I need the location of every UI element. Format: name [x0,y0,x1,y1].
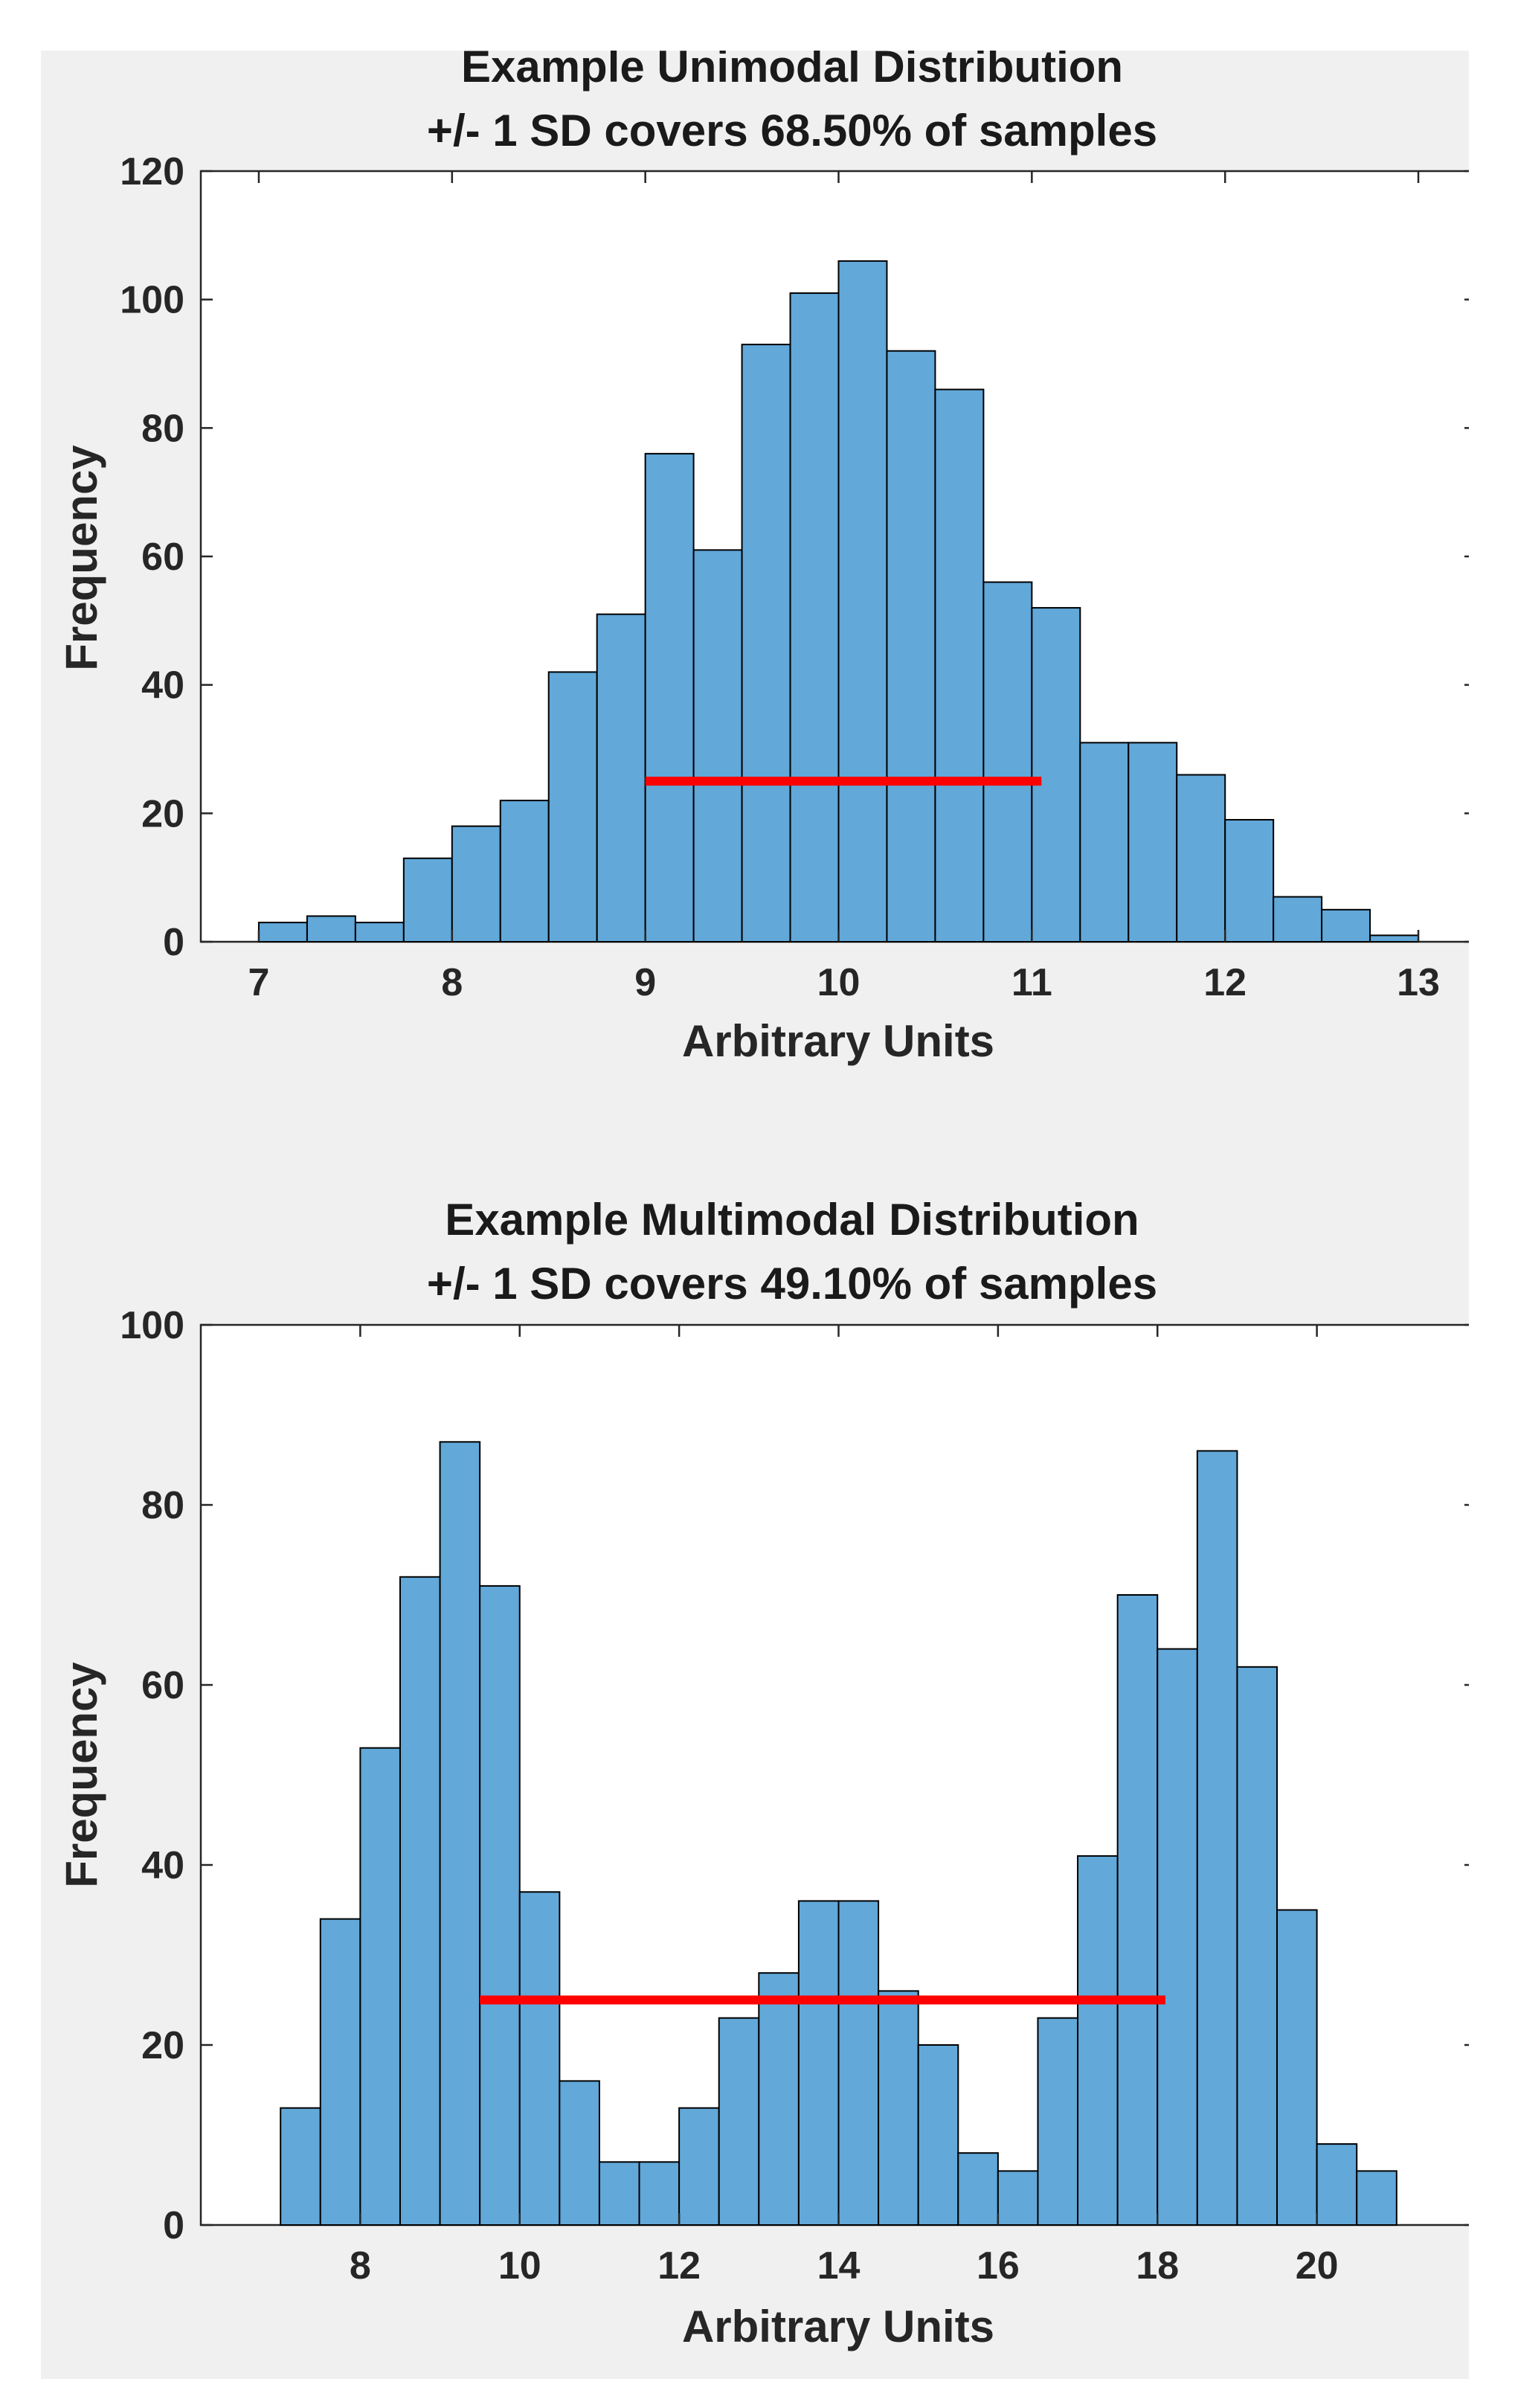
y-tick-label: 100 [120,279,184,322]
x-axis-ticks: 7 8 9 10 11 12 13 [248,171,1440,1004]
y-tick-label: 40 [141,664,184,707]
chart-title: Example Multimodal Distribution [445,1195,1139,1245]
y-tick-label: 20 [141,792,184,835]
x-tick-label: 12 [657,2244,701,2287]
y-axis-ticks: 0 20 40 60 80 100 [120,1304,1469,2247]
x-tick-label: 16 [977,2244,1020,2287]
x-tick-label: 9 [634,961,656,1004]
histogram-bar [644,452,695,943]
histogram-bar [718,2017,760,2226]
chart-title: Example Unimodal Distribution [461,51,1123,91]
histogram-bar [399,1576,441,2226]
y-tick-label: 0 [163,921,184,964]
histogram-bar [559,2080,600,2226]
histogram-bar [1356,2170,1397,2226]
y-tick-label: 60 [141,536,184,579]
histogram-bar [997,2170,1039,2226]
x-tick-label: 8 [350,2244,371,2287]
histogram-bar [1176,774,1226,943]
histogram-bar [1037,2017,1079,2226]
y-axis-label: Frequency [57,1662,106,1888]
x-tick-label: 10 [817,961,861,1004]
x-axis-label: Arbitrary Units [682,2302,994,2351]
x-axis-ticks: 8 10 12 14 16 18 20 [350,1325,1339,2287]
y-tick-label: 120 [120,150,184,193]
histogram-bar [678,2107,720,2226]
histogram-bar [837,260,888,943]
histogram-bar [741,344,791,943]
histogram-bar [1369,934,1420,943]
histogram-bar [479,1585,521,2226]
histogram-bar [692,549,743,943]
y-tick-label: 80 [141,407,184,450]
histogram-bar [638,2161,681,2226]
x-tick-label: 8 [441,961,463,1004]
y-tick-label: 80 [141,1484,184,1527]
x-tick-label: 20 [1296,2244,1339,2287]
histogram-bar [1276,1909,1318,2226]
x-axis-label: Arbitrary Units [682,1016,994,1066]
histogram-bar [402,857,453,943]
y-axis-label: Frequency [57,445,106,671]
y-tick-label: 0 [163,2204,184,2247]
histogram-bar [1321,908,1371,943]
histogram-bar [917,2044,959,2226]
histogram-bar [518,1891,561,2226]
histogram-figure: Example Unimodal Distribution +/- 1 SD c… [57,51,1469,2351]
histogram-bar [982,581,1033,943]
histogram-bar [1116,1594,1159,2226]
histogram-bar [280,2107,321,2226]
histogram-bar [934,388,985,943]
histogram-bar [439,1441,481,2226]
bars [257,260,1420,943]
x-tick-label: 13 [1397,961,1440,1004]
histogram-bar [1236,1666,1278,2226]
histogram-bar [789,292,840,943]
figure-background: Example Unimodal Distribution +/- 1 SD c… [41,51,1469,2379]
unimodal-histogram-panel: Example Unimodal Distribution +/- 1 SD c… [57,51,1469,1066]
y-axis-ticks: 0 20 40 60 80 100 120 [120,150,1469,964]
y-tick-label: 100 [120,1304,184,1347]
histogram-bar [306,915,356,943]
histogram-bar [797,1900,840,2226]
histogram-bar [837,1900,880,2226]
histogram-bar [886,350,936,943]
histogram-bar [1157,1648,1198,2226]
histogram-bar [257,922,308,943]
histogram-bar [1316,2143,1358,2226]
x-tick-label: 18 [1136,2244,1179,2287]
histogram-bar [354,922,405,943]
histogram-bar [547,671,598,943]
histogram-bar [596,613,646,943]
histogram-bar [359,1747,401,2226]
histogram-bar [451,825,501,943]
chart-subtitle: +/- 1 SD covers 49.10% of samples [427,1259,1157,1309]
y-tick-label: 60 [141,1664,184,1707]
y-tick-label: 40 [141,1844,184,1887]
x-tick-label: 12 [1203,961,1247,1004]
histogram-bar [598,2161,640,2226]
histogram-bar [1224,818,1275,943]
x-tick-label: 7 [248,961,269,1004]
histogram-bar [878,1990,919,2226]
x-tick-label: 11 [1011,961,1052,1004]
histogram-bar [1077,1855,1119,2226]
x-tick-label: 10 [498,2244,541,2287]
x-tick-label: 14 [817,2244,861,2287]
histogram-bar [1079,742,1130,943]
histogram-bar [758,1972,800,2226]
bars [280,1441,1397,2226]
histogram-bar [1128,742,1178,943]
histogram-bar [319,1918,361,2226]
histogram-bar [1031,607,1081,943]
histogram-bar [957,2152,999,2226]
multimodal-histogram-panel: Example Multimodal Distribution +/- 1 SD… [57,1195,1469,2351]
histogram-bar [1273,896,1323,943]
chart-subtitle: +/- 1 SD covers 68.50% of samples [427,106,1157,155]
histogram-bar [499,800,550,943]
histogram-bar [1196,1450,1238,2226]
y-tick-label: 20 [141,2024,184,2067]
